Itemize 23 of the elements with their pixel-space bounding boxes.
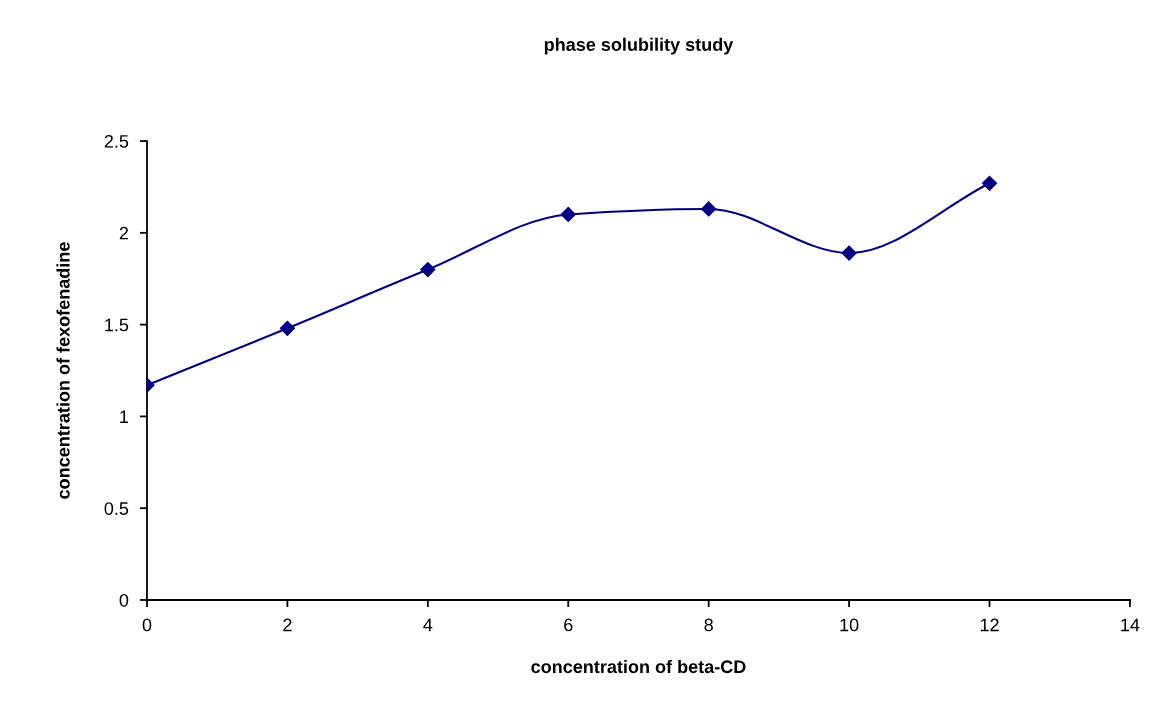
x-tick-label: 14 <box>1121 618 1140 632</box>
point <box>420 261 436 278</box>
y-tick-label: 1 <box>120 410 129 423</box>
y-tick-label: 0 <box>119 593 129 607</box>
x-tick-label: 12 <box>980 618 999 632</box>
y-tick-label: 2.5 <box>104 134 129 148</box>
chart-title: phase solubility study <box>544 37 734 55</box>
x-tick-label: 8 <box>704 618 713 632</box>
x-tick-label: 10 <box>840 618 859 632</box>
x-tick-label: 0 <box>142 618 152 632</box>
point <box>701 201 717 217</box>
x-tick-label: 2 <box>283 618 292 632</box>
point <box>560 206 576 223</box>
point <box>279 320 295 336</box>
y-axis-title: concentration of fexofenadine <box>56 242 70 499</box>
x-axis-title: concentration of beta-CD <box>531 659 746 674</box>
y-tick-label: 1.5 <box>105 318 129 332</box>
x-tick-label: 6 <box>564 618 573 632</box>
x-tick-label: 4 <box>423 618 433 632</box>
y-tick-label: 2 <box>119 226 129 240</box>
point <box>981 175 998 191</box>
y-tick-label: 0.5 <box>104 502 129 515</box>
point <box>841 245 857 261</box>
